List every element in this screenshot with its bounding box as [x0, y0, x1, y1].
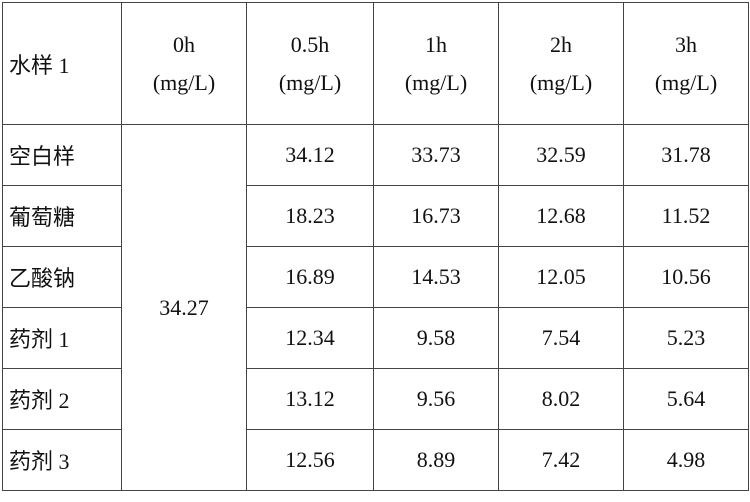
- row-label: 药剂 3: [2, 429, 122, 491]
- value-cell: 12.05: [498, 246, 624, 308]
- value-cell: 11.52: [623, 185, 749, 247]
- column-unit: (mg/L): [654, 69, 718, 95]
- value-cell: 34.12: [246, 124, 374, 186]
- column-unit: (mg/L): [404, 69, 468, 95]
- column-time: 2h: [550, 31, 572, 57]
- header-cell: 0.5h (mg/L): [246, 2, 374, 125]
- value-cell: 9.58: [373, 307, 499, 369]
- data-row: 乙酸钠 16.89 14.53 12.05 10.56: [2, 246, 749, 308]
- value-cell: 16.73: [373, 185, 499, 247]
- value-cell: 14.53: [373, 246, 499, 308]
- data-row: 空白样 34.27 34.12 33.73 32.59 31.78: [2, 124, 749, 491]
- header-cell: 1h (mg/L): [373, 2, 499, 125]
- column-time: 1h: [425, 31, 447, 57]
- data-row: 药剂 2 13.12 9.56 8.02 5.64: [2, 368, 749, 430]
- corner-cell: 水样 1: [2, 2, 122, 125]
- value-cell: 31.78: [623, 124, 749, 186]
- data-row: 葡萄糖 18.23 16.73 12.68 11.52: [2, 185, 749, 247]
- row-label: 空白样: [2, 124, 122, 186]
- value-cell: 32.59: [498, 124, 624, 186]
- value-cell: 5.23: [623, 307, 749, 369]
- value-cell: 12.34: [246, 307, 374, 369]
- value-cell: 5.64: [623, 368, 749, 430]
- value-cell: 4.98: [623, 429, 749, 491]
- header-cell: 0h (mg/L): [121, 2, 247, 125]
- column-unit: (mg/L): [278, 69, 342, 95]
- value-cell: 8.02: [498, 368, 624, 430]
- value-cell: 9.56: [373, 368, 499, 430]
- row-label: 乙酸钠: [2, 246, 122, 308]
- value-cell: 7.54: [498, 307, 624, 369]
- row-label: 药剂 1: [2, 307, 122, 369]
- row-label: 葡萄糖: [2, 185, 122, 247]
- value-cell: 7.42: [498, 429, 624, 491]
- column-unit: (mg/L): [152, 69, 216, 95]
- value-cell: 8.89: [373, 429, 499, 491]
- header-cell: 2h (mg/L): [498, 2, 624, 125]
- value-cell: 13.12: [246, 368, 374, 430]
- row-label: 药剂 2: [2, 368, 122, 430]
- value-cell: 33.73: [373, 124, 499, 186]
- initial-value: 34.27: [121, 124, 247, 491]
- column-time: 0.5h: [290, 31, 330, 57]
- value-cell: 12.56: [246, 429, 374, 491]
- data-row: 药剂 3 12.56 8.89 7.42 4.98: [2, 429, 749, 491]
- value-cell: 16.89: [246, 246, 374, 308]
- value-cell: 10.56: [623, 246, 749, 308]
- column-unit: (mg/L): [529, 69, 593, 95]
- header-row: 水样 1 0h (mg/L) 0.5h (mg/L) 1h (mg/L) 2h (mg/L) 3h…: [2, 2, 749, 125]
- data-table: 水样 1 0h (mg/L) 0.5h (mg/L) 1h (mg/L) 2h (mg/L) 3h…: [2, 2, 749, 491]
- value-cell: 12.68: [498, 185, 624, 247]
- value-cell: 18.23: [246, 185, 374, 247]
- header-cell: 3h (mg/L): [623, 2, 749, 125]
- column-time: 0h: [173, 31, 195, 57]
- data-row: 药剂 1 12.34 9.58 7.54 5.23: [2, 307, 749, 369]
- column-time: 3h: [675, 31, 697, 57]
